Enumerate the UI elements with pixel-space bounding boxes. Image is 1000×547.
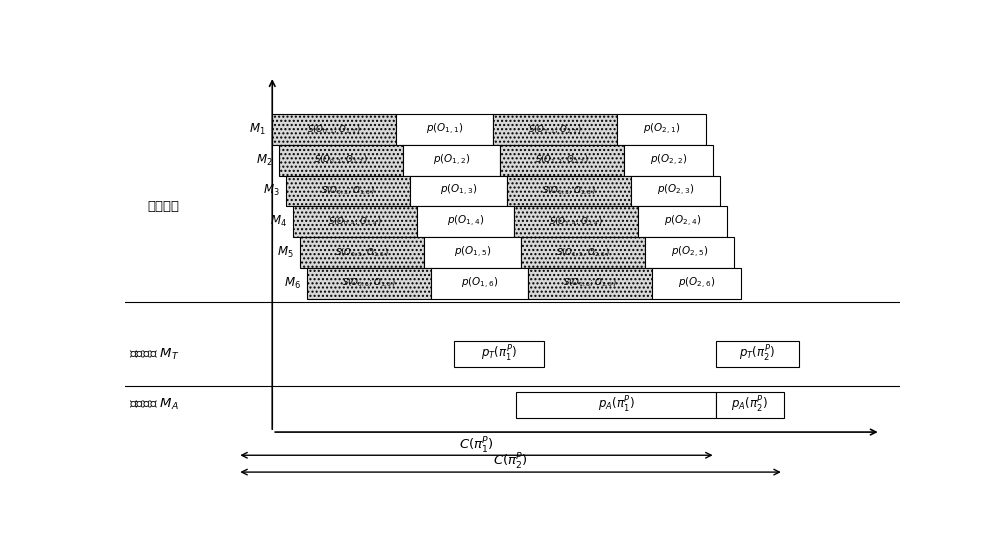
Text: $p(O_{2,6})$: $p(O_{2,6})$ — [678, 276, 715, 291]
Bar — [716, 341, 799, 367]
Text: $p(O_{2,1})$: $p(O_{2,1})$ — [643, 122, 680, 137]
Bar — [431, 268, 528, 299]
Text: $S(O_{1,6};O_{2,6})$: $S(O_{1,6};O_{2,6})$ — [563, 277, 617, 289]
Text: 第三阶段 $M_A$: 第三阶段 $M_A$ — [129, 397, 179, 412]
Bar — [410, 176, 507, 206]
Text: $S(O_{1,2};O_{2,2})$: $S(O_{1,2};O_{2,2})$ — [535, 154, 589, 166]
Bar — [631, 176, 720, 206]
Bar — [279, 145, 403, 176]
Text: $M_{2}$: $M_{2}$ — [256, 153, 273, 168]
Text: $M_{3}$: $M_{3}$ — [263, 183, 280, 199]
Text: $p(O_{2,3})$: $p(O_{2,3})$ — [657, 183, 694, 199]
Text: $S(O_{0,6};O_{1,6})$: $S(O_{0,6};O_{1,6})$ — [342, 277, 396, 289]
Text: $p_T(\pi_1^P)$: $p_T(\pi_1^P)$ — [481, 344, 517, 364]
Text: $C(\pi_2^P)$: $C(\pi_2^P)$ — [493, 452, 528, 473]
Bar — [645, 237, 734, 268]
Bar — [454, 341, 544, 367]
Bar — [507, 176, 631, 206]
Text: $S(O_{0,5};O_{1,5})$: $S(O_{0,5};O_{1,5})$ — [335, 246, 389, 259]
Bar — [307, 268, 431, 299]
Bar — [396, 114, 493, 145]
Bar — [528, 268, 652, 299]
Text: $p(O_{1,1})$: $p(O_{1,1})$ — [426, 122, 463, 137]
Text: $M_{5}$: $M_{5}$ — [277, 245, 294, 260]
Bar — [286, 176, 410, 206]
Text: $S(O_{1,1};O_{2,1})$: $S(O_{1,1};O_{2,1})$ — [528, 123, 582, 136]
Text: $S(O_{0,3};O_{1,3})$: $S(O_{0,3};O_{1,3})$ — [321, 185, 375, 197]
Bar — [521, 237, 645, 268]
Text: $p(O_{2,5})$: $p(O_{2,5})$ — [671, 245, 708, 260]
Bar — [624, 145, 713, 176]
Text: $p_T(\pi_2^P)$: $p_T(\pi_2^P)$ — [739, 344, 775, 364]
Text: $p_A(\pi_1^P)$: $p_A(\pi_1^P)$ — [598, 394, 634, 415]
Text: $S(O_{1,5};O_{2,5})$: $S(O_{1,5};O_{2,5})$ — [556, 246, 610, 259]
Text: $p(O_{1,4})$: $p(O_{1,4})$ — [447, 214, 484, 229]
Text: $S(O_{1,3};O_{2,3})$: $S(O_{1,3};O_{2,3})$ — [542, 185, 596, 197]
Bar — [424, 237, 521, 268]
Text: $M_{4}$: $M_{4}$ — [270, 214, 287, 229]
Text: $p_A(\pi_2^P)$: $p_A(\pi_2^P)$ — [731, 394, 768, 415]
Text: 第一阶段: 第一阶段 — [148, 200, 180, 213]
Bar — [652, 268, 741, 299]
Text: $p(O_{1,5})$: $p(O_{1,5})$ — [454, 245, 491, 260]
Bar — [516, 392, 716, 418]
Bar — [272, 114, 396, 145]
Text: $S(O_{1,4};O_{2,4})$: $S(O_{1,4};O_{2,4})$ — [549, 216, 603, 228]
Text: $C(\pi_1^P)$: $C(\pi_1^P)$ — [459, 435, 494, 456]
Text: $p(O_{2,2})$: $p(O_{2,2})$ — [650, 153, 687, 168]
Bar — [403, 145, 500, 176]
Bar — [417, 206, 514, 237]
Bar — [493, 114, 617, 145]
Text: $S(O_{0,1};O_{1,1})$: $S(O_{0,1};O_{1,1})$ — [307, 123, 361, 136]
Text: $p(O_{1,6})$: $p(O_{1,6})$ — [461, 276, 498, 291]
Bar — [638, 206, 727, 237]
Text: $S(O_{0,2};O_{1,2})$: $S(O_{0,2};O_{1,2})$ — [314, 154, 368, 166]
Bar — [300, 237, 424, 268]
Text: $M_{6}$: $M_{6}$ — [284, 276, 301, 291]
Text: $p(O_{2,4})$: $p(O_{2,4})$ — [664, 214, 701, 229]
Text: $S(O_{0,4};O_{1,4})$: $S(O_{0,4};O_{1,4})$ — [328, 216, 382, 228]
Bar — [293, 206, 417, 237]
Text: $p(O_{1,3})$: $p(O_{1,3})$ — [440, 183, 477, 199]
Bar — [617, 114, 706, 145]
Bar — [716, 392, 784, 418]
Text: $M_{1}$: $M_{1}$ — [249, 122, 266, 137]
Bar — [500, 145, 624, 176]
Text: $p(O_{1,2})$: $p(O_{1,2})$ — [433, 153, 470, 168]
Bar — [514, 206, 638, 237]
Text: 第二阶段 $M_T$: 第二阶段 $M_T$ — [129, 347, 180, 362]
